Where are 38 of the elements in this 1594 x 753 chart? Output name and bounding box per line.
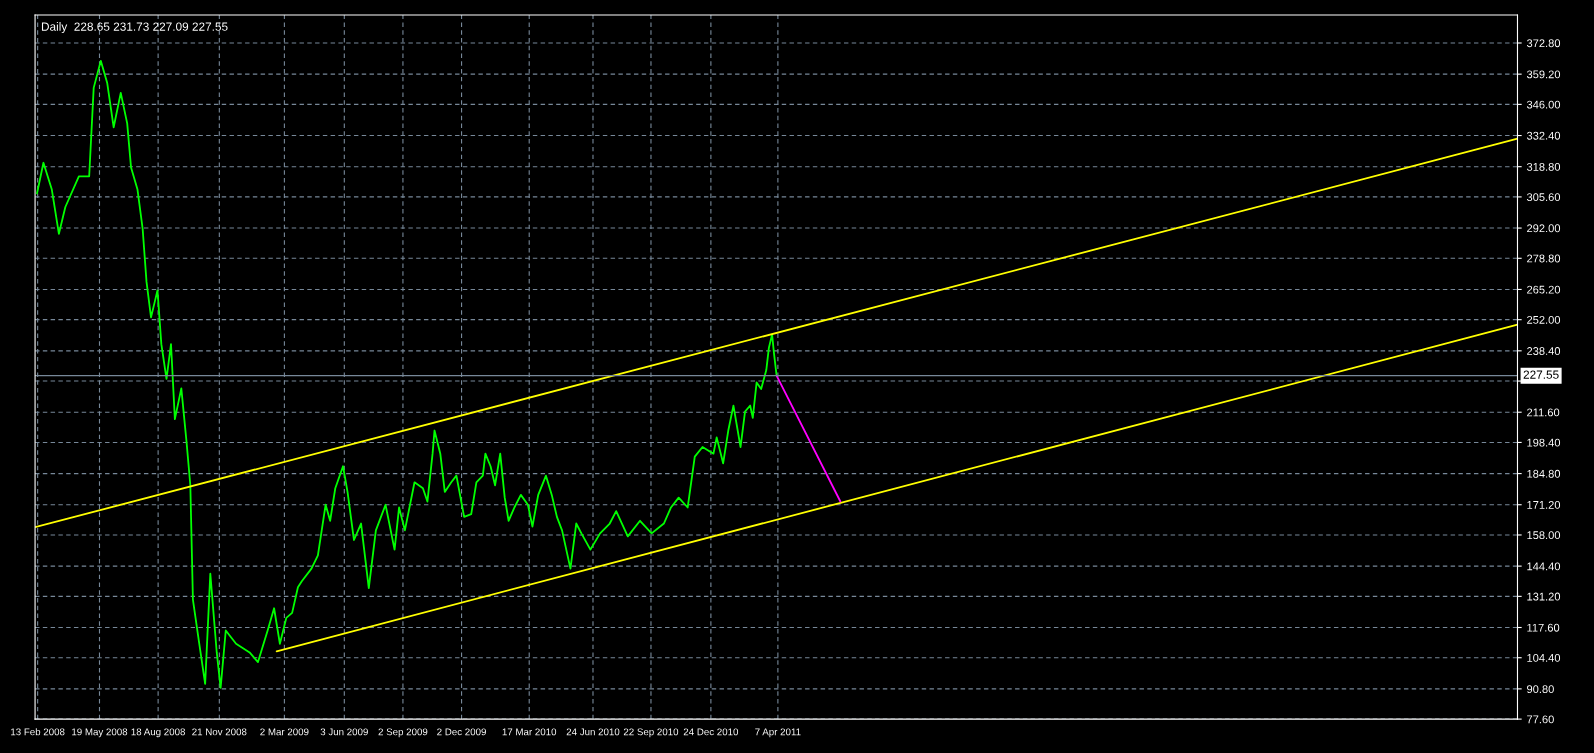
y-tick-label: 77.60: [1527, 715, 1554, 724]
y-tick-label: 332.40: [1526, 131, 1561, 140]
x-tick-label: 17 Mar 2010: [502, 728, 557, 736]
y-tick-label: 318.80: [1526, 162, 1561, 171]
x-tick-label: 21 Nov 2008: [192, 728, 247, 736]
x-tick-label: 22 Sep 2010: [623, 728, 679, 738]
y-tick-label: 278.80: [1527, 254, 1561, 263]
y-tick-label: 117.60: [1527, 623, 1560, 632]
x-tick-label: 13 Feb 2008: [11, 728, 65, 736]
x-tick-label: 18 Aug 2008: [131, 728, 185, 738]
y-tick-label: 359.20: [1526, 70, 1561, 79]
x-tick-label: 2 Sep 2009: [378, 728, 428, 738]
y-tick-label: 265.20: [1527, 285, 1561, 294]
x-tick-label: 2 Mar 2009: [260, 728, 309, 736]
y-tick-label: 211.60: [1527, 408, 1560, 417]
y-tick-label: 158.00: [1527, 531, 1561, 540]
y-tick-label: 104.40: [1527, 654, 1561, 662]
y-tick-label: 171.20: [1527, 501, 1561, 509]
y-tick-label: 372.80: [1526, 39, 1561, 48]
y-tick-label: 346.00: [1526, 100, 1561, 109]
y-tick-label: 144.40: [1527, 562, 1561, 571]
x-tick-label: 2 Dec 2009: [437, 728, 486, 736]
y-tick-label: 238.40: [1527, 347, 1561, 355]
line-series: [36, 59, 778, 689]
x-tick-label: 24 Dec 2010: [683, 728, 739, 736]
y-tick-label: 198.40: [1527, 438, 1561, 447]
x-tick-label: 3 Jun 2009: [320, 728, 368, 736]
y-tick-label: 305.60: [1526, 193, 1561, 202]
y-tick-label: 292.00: [1527, 224, 1561, 233]
y-tick-label: 131.20: [1527, 592, 1561, 601]
x-tick-label: 7 Apr 2011: [755, 728, 801, 738]
x-tick-label: 19 May 2008: [72, 728, 128, 738]
y-tick-label: 90.80: [1527, 685, 1554, 694]
y-tick-label: 184.80: [1527, 469, 1561, 478]
text: Daily 228.65 231.73 227.09 227.55: [41, 22, 228, 34]
y-tick-label: 252.00: [1527, 315, 1561, 324]
x-tick-label: 24 Jun 2010: [566, 728, 620, 736]
ref-line-label: 227.55: [1523, 370, 1559, 379]
